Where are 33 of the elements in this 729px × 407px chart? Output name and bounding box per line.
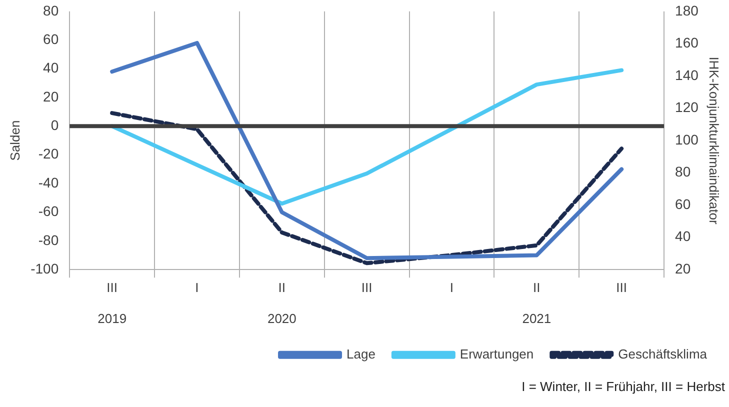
y2-tick-label: 40 bbox=[675, 228, 691, 244]
legend-label: Lage bbox=[346, 346, 376, 362]
y-tick-label: -20 bbox=[38, 146, 59, 162]
x-tick-label: I bbox=[450, 280, 454, 295]
y2-tick-label: 140 bbox=[675, 66, 699, 83]
y2-tick-label: 120 bbox=[675, 99, 699, 116]
line-series bbox=[110, 111, 624, 266]
legend-label: Geschäftsklima bbox=[618, 346, 708, 362]
y-tick-label: -60 bbox=[38, 203, 59, 220]
x-tick-label: III bbox=[616, 280, 628, 295]
y-tick-label: 80 bbox=[43, 2, 59, 18]
y2-tick-label: 60 bbox=[675, 196, 691, 212]
y2-tick-label: 100 bbox=[675, 131, 699, 148]
y2-tick-label: 180 bbox=[675, 2, 699, 18]
y-tick-label: 60 bbox=[43, 30, 59, 47]
x-tick-label: III bbox=[361, 280, 372, 295]
y-axis-title: Salden bbox=[7, 120, 22, 161]
y-tick-label: -80 bbox=[38, 232, 59, 248]
y-tick-label: -100 bbox=[30, 260, 59, 276]
text: I = Winter, II = Frühjahr, III = Herbst bbox=[522, 378, 726, 394]
y2-tick-label: 20 bbox=[675, 260, 691, 276]
y-tick-label: 20 bbox=[43, 88, 59, 104]
y2-axis-title: IHK-Konjunkturklimaindikator bbox=[706, 56, 722, 225]
y-tick-label: 40 bbox=[43, 60, 59, 76]
category-label: III 2019 bbox=[98, 280, 127, 326]
category-label: II 2020 bbox=[267, 280, 296, 326]
y-tick-label: 0 bbox=[50, 117, 59, 134]
y2-tick-label: 160 bbox=[675, 34, 699, 51]
y2-tick-label: 80 bbox=[675, 164, 691, 180]
x-tick-label: I bbox=[195, 280, 199, 295]
category-label: II 2021 bbox=[522, 280, 552, 326]
y-tick-label: -40 bbox=[38, 174, 59, 190]
legend-label: Erwartungen bbox=[460, 346, 534, 362]
